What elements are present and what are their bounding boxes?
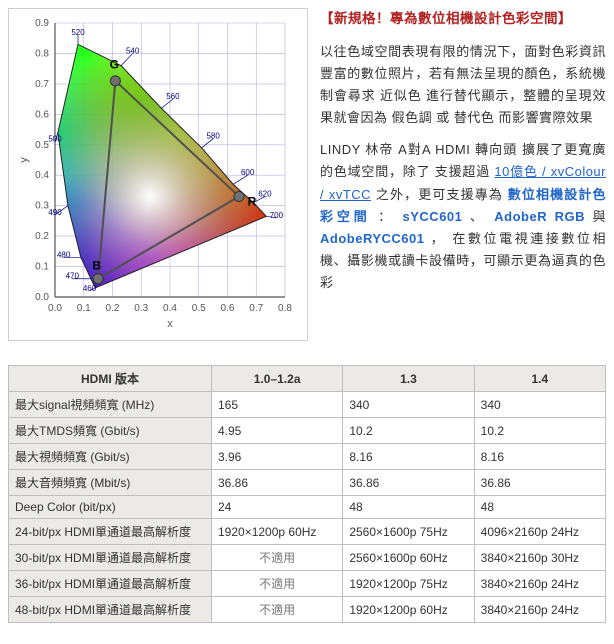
table-header-cell: 1.0–1.2a xyxy=(211,366,342,392)
paragraph-specs: LINDY 林帝 A對A HDMI 轉向頭 擴展了更寬廣的色域空間，除了 支援超… xyxy=(320,139,606,294)
table-cell: 48 xyxy=(343,496,474,519)
top-section: 0.0 0.1 0.2 0.3 0.4 0.5 0.6 0.7 0.8 0.0 0.1 0.2 0.3 0… xyxy=(8,8,606,341)
table-row: Deep Color (bit/px)244848 xyxy=(9,496,606,519)
table-cell: 165 xyxy=(211,392,342,418)
table-header-cell: 1.4 xyxy=(474,366,605,392)
svg-text:480: 480 xyxy=(57,250,71,259)
table-cell: 10.2 xyxy=(343,418,474,444)
table-row: 最大視頻頻寬 (Gbit/s)3.968.168.16 xyxy=(9,444,606,470)
table-row-label: 最大TMDS頻寬 (Gbit/s) xyxy=(9,418,212,444)
svg-text:0.4: 0.4 xyxy=(163,303,177,314)
svg-text:0.0: 0.0 xyxy=(48,303,62,314)
chromaticity-chart: 0.0 0.1 0.2 0.3 0.4 0.5 0.6 0.7 0.8 0.0 0.1 0.2 0.3 0… xyxy=(13,13,303,333)
description-column: 【新規格！專為數位相機設計色彩空間】 以往色域空間表現有限的情況下，面對色彩資訊… xyxy=(320,8,606,341)
svg-text:0.5: 0.5 xyxy=(35,140,49,151)
svg-text:540: 540 xyxy=(126,46,140,55)
table-cell: 2560×1600p 60Hz xyxy=(343,545,474,571)
table-cell: 36.86 xyxy=(343,470,474,496)
table-row-label: 最大音頻頻寬 (Mbit/s) xyxy=(9,470,212,496)
table-cell: 1920×1200p 60Hz xyxy=(211,519,342,545)
svg-text:600: 600 xyxy=(241,168,255,177)
svg-text:0.3: 0.3 xyxy=(134,303,148,314)
svg-text:0.4: 0.4 xyxy=(35,170,49,181)
svg-text:500: 500 xyxy=(48,135,62,144)
svg-text:0.6: 0.6 xyxy=(35,109,49,120)
svg-text:0.6: 0.6 xyxy=(221,303,235,314)
svg-text:0.1: 0.1 xyxy=(77,303,91,314)
table-row: 48-bit/px HDMI單通道最高解析度不適用1920×1200p 60Hz… xyxy=(9,597,606,623)
svg-text:0.5: 0.5 xyxy=(192,303,206,314)
headline: 【新規格！專為數位相機設計色彩空間】 xyxy=(320,8,606,31)
svg-text:620: 620 xyxy=(258,190,272,199)
table-row: 36-bit/px HDMI單通道最高解析度不適用1920×1200p 75Hz… xyxy=(9,571,606,597)
table-cell: 36.86 xyxy=(211,470,342,496)
table-row: 最大TMDS頻寬 (Gbit/s)4.9510.210.2 xyxy=(9,418,606,444)
svg-text:700: 700 xyxy=(270,211,284,220)
table-cell: 不適用 xyxy=(211,571,342,597)
table-cell: 8.16 xyxy=(343,444,474,470)
table-cell: 2560×1600p 75Hz xyxy=(343,519,474,545)
table-cell: 10.2 xyxy=(474,418,605,444)
table-row: 最大音頻頻寬 (Mbit/s)36.8636.8636.86 xyxy=(9,470,606,496)
svg-text:0.0: 0.0 xyxy=(35,292,49,303)
table-cell: 1920×1200p 75Hz xyxy=(343,571,474,597)
table-row-label: 30-bit/px HDMI單通道最高解析度 xyxy=(9,545,212,571)
svg-text:0.7: 0.7 xyxy=(249,303,263,314)
svg-text:R: R xyxy=(248,195,257,209)
svg-text:B: B xyxy=(92,259,101,273)
svg-text:G: G xyxy=(110,58,119,72)
paragraph-intro: 以往色域空間表現有限的情況下，面對色彩資訊豐富的數位照片，若有無法呈現的顏色，系… xyxy=(320,41,606,129)
table-cell: 24 xyxy=(211,496,342,519)
table-row-label: 48-bit/px HDMI單通道最高解析度 xyxy=(9,597,212,623)
chromaticity-chart-box: 0.0 0.1 0.2 0.3 0.4 0.5 0.6 0.7 0.8 0.0 0.1 0.2 0.3 0… xyxy=(8,8,308,341)
svg-text:0.2: 0.2 xyxy=(35,231,49,242)
hdmi-version-table: HDMI 版本1.0–1.2a1.31.4最大signal視頻頻寬 (MHz)1… xyxy=(8,365,606,623)
table-header-row: HDMI 版本1.0–1.2a1.31.4 xyxy=(9,366,606,392)
table-row-label: 最大視頻頻寬 (Gbit/s) xyxy=(9,444,212,470)
svg-text:560: 560 xyxy=(166,92,180,101)
table-cell: 4.95 xyxy=(211,418,342,444)
table-cell: 1920×1200p 60Hz xyxy=(343,597,474,623)
table-cell: 3840×2160p 30Hz xyxy=(474,545,605,571)
table-cell: 340 xyxy=(343,392,474,418)
svg-text:0.8: 0.8 xyxy=(278,303,292,314)
svg-text:0.3: 0.3 xyxy=(35,201,49,212)
table-row-label: 36-bit/px HDMI單通道最高解析度 xyxy=(9,571,212,597)
table-row-label: Deep Color (bit/px) xyxy=(9,496,212,519)
svg-text:x: x xyxy=(167,318,173,330)
table-cell: 不適用 xyxy=(211,545,342,571)
table-cell: 不適用 xyxy=(211,597,342,623)
svg-text:0.2: 0.2 xyxy=(106,303,120,314)
table-cell: 340 xyxy=(474,392,605,418)
table-row-label: 最大signal視頻頻寬 (MHz) xyxy=(9,392,212,418)
svg-text:460: 460 xyxy=(83,284,97,293)
table-header-cell: 1.3 xyxy=(343,366,474,392)
table-row-label: 24-bit/px HDMI單通道最高解析度 xyxy=(9,519,212,545)
table-cell: 4096×2160p 24Hz xyxy=(474,519,605,545)
svg-text:520: 520 xyxy=(71,28,85,37)
table-cell: 36.86 xyxy=(474,470,605,496)
table-header-cell: HDMI 版本 xyxy=(9,366,212,392)
svg-text:470: 470 xyxy=(66,272,80,281)
table-cell: 8.16 xyxy=(474,444,605,470)
svg-text:0.9: 0.9 xyxy=(35,18,49,29)
svg-text:y: y xyxy=(18,157,30,163)
table-cell: 48 xyxy=(474,496,605,519)
table-row: 30-bit/px HDMI單通道最高解析度不適用2560×1600p 60Hz… xyxy=(9,545,606,571)
svg-text:580: 580 xyxy=(206,132,220,141)
table-cell: 3.96 xyxy=(211,444,342,470)
svg-text:0.1: 0.1 xyxy=(35,262,49,273)
svg-text:0.7: 0.7 xyxy=(35,79,49,90)
table-row: 24-bit/px HDMI單通道最高解析度1920×1200p 60Hz256… xyxy=(9,519,606,545)
table-row: 最大signal視頻頻寬 (MHz)165340340 xyxy=(9,392,606,418)
table-cell: 3840×2160p 24Hz xyxy=(474,571,605,597)
svg-text:490: 490 xyxy=(48,208,62,217)
svg-text:0.8: 0.8 xyxy=(35,48,49,59)
table-cell: 3840×2160p 24Hz xyxy=(474,597,605,623)
